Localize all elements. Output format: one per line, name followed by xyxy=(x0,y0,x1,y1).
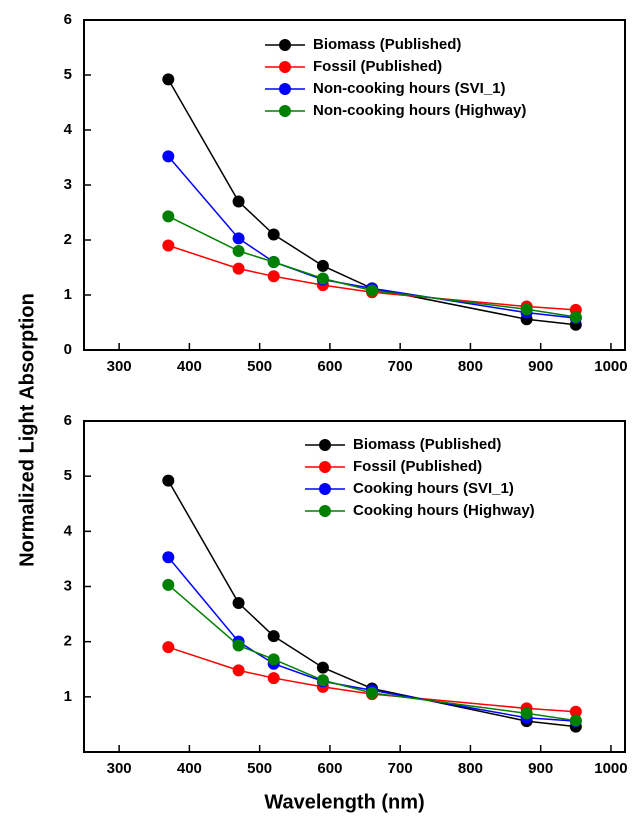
legend-marker xyxy=(279,105,291,117)
legend-marker xyxy=(279,61,291,73)
y-tick-label: 1 xyxy=(64,286,72,303)
data-point xyxy=(569,714,582,727)
x-tick-label: 600 xyxy=(317,760,342,777)
data-point xyxy=(267,653,280,666)
y-tick-label: 0 xyxy=(64,341,72,358)
x-tick-label: 900 xyxy=(528,760,553,777)
data-point xyxy=(232,262,245,275)
y-tick-label: 5 xyxy=(64,467,72,484)
x-tick-label: 800 xyxy=(458,358,483,375)
x-tick-label: 500 xyxy=(247,760,272,777)
legend-label: Fossil (Published) xyxy=(353,458,482,475)
data-point xyxy=(267,256,280,268)
data-point xyxy=(267,630,280,643)
x-tick-label: 600 xyxy=(317,358,342,375)
x-tick-label: 800 xyxy=(458,760,483,777)
data-point xyxy=(162,73,175,86)
legend-label: Fossil (Published) xyxy=(313,58,442,75)
data-point xyxy=(366,284,379,297)
data-point xyxy=(162,474,175,487)
x-tick-label: 500 xyxy=(247,358,272,375)
data-point xyxy=(162,578,175,591)
legend-marker xyxy=(279,83,291,95)
data-point xyxy=(316,272,329,285)
y-tick-label: 3 xyxy=(64,176,72,193)
legend-marker xyxy=(279,39,291,51)
y-tick-label: 4 xyxy=(64,121,73,138)
data-point xyxy=(232,664,245,677)
y-axis-title: Normalized Light Absorption xyxy=(16,293,38,567)
series-line xyxy=(167,584,576,722)
data-point xyxy=(162,641,175,654)
data-point xyxy=(520,303,533,316)
y-tick-label: 3 xyxy=(64,577,72,594)
data-point xyxy=(162,150,175,163)
legend-marker xyxy=(319,483,331,495)
x-axis-title: Wavelength (nm) xyxy=(264,791,424,813)
data-point xyxy=(232,245,245,257)
x-tick-label: 700 xyxy=(388,358,413,375)
legend-marker xyxy=(319,439,331,451)
series-line xyxy=(168,646,576,713)
x-tick-label: 300 xyxy=(107,760,132,777)
y-tick-label: 2 xyxy=(64,231,72,248)
data-point xyxy=(232,639,245,652)
y-tick-label: 6 xyxy=(64,11,72,28)
legend-label: Cooking hours (Highway) xyxy=(353,502,535,519)
data-point xyxy=(162,239,175,252)
x-tick-label: 1000 xyxy=(594,358,627,375)
y-tick-label: 6 xyxy=(64,412,72,429)
data-point xyxy=(232,195,245,208)
y-tick-label: 2 xyxy=(64,633,72,650)
x-tick-label: 400 xyxy=(177,358,202,375)
x-tick-label: 700 xyxy=(388,760,413,777)
data-point xyxy=(267,228,280,241)
legend-marker xyxy=(319,461,331,473)
data-point xyxy=(232,232,245,245)
x-tick-label: 1000 xyxy=(594,760,627,777)
data-point xyxy=(569,705,582,718)
legend-label: Cooking hours (SVI_1) xyxy=(353,480,514,497)
data-point xyxy=(366,686,379,699)
data-point xyxy=(267,270,280,283)
data-point xyxy=(162,551,175,564)
y-tick-label: 4 xyxy=(64,522,73,539)
legend-marker xyxy=(319,505,331,517)
data-point xyxy=(520,707,533,720)
x-tick-label: 400 xyxy=(177,760,202,777)
x-tick-label: 300 xyxy=(107,358,132,375)
legend-label: Non-cooking hours (SVI_1) xyxy=(313,80,506,97)
y-tick-label: 1 xyxy=(64,688,72,705)
y-tick-label: 5 xyxy=(64,66,72,83)
series-line xyxy=(168,244,576,311)
data-point xyxy=(232,597,245,610)
data-point xyxy=(162,210,175,223)
legend-label: Non-cooking hours (Highway) xyxy=(313,102,526,119)
data-point xyxy=(569,311,582,323)
data-point xyxy=(316,674,329,687)
x-tick-label: 900 xyxy=(528,358,553,375)
series-line xyxy=(167,215,576,318)
data-point xyxy=(316,259,329,272)
data-point xyxy=(267,672,280,685)
legend-label: Biomass (Published) xyxy=(313,36,461,53)
data-point xyxy=(316,661,329,674)
legend-label: Biomass (Published) xyxy=(353,436,501,453)
